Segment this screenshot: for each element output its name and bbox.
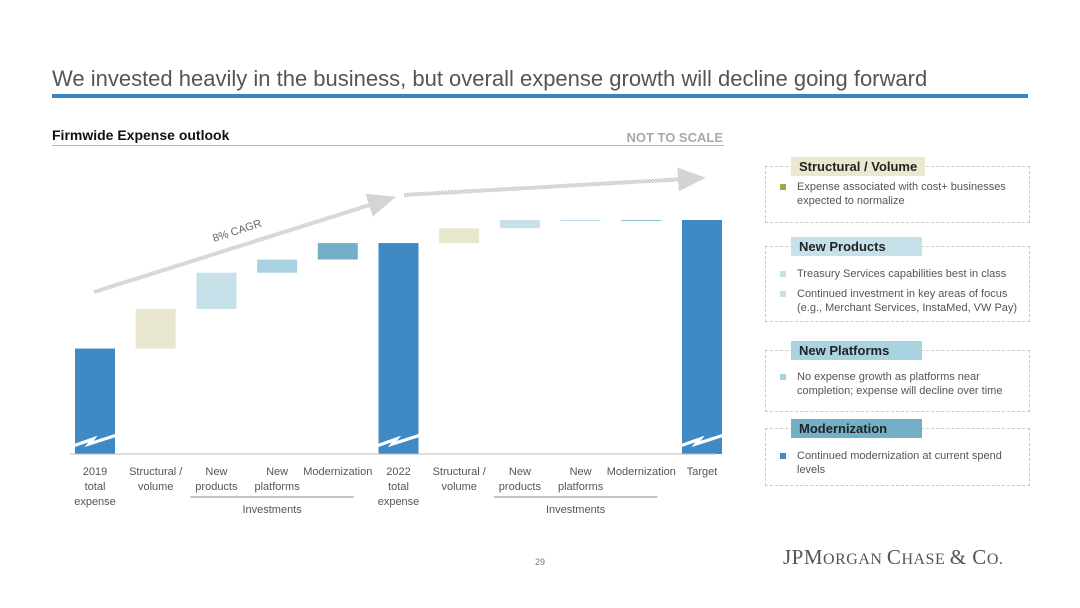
panel-heading: New Platforms (791, 341, 922, 360)
x-tick-label: volume (138, 481, 173, 493)
panel-bullet: Treasury Services capabilities best in c… (780, 267, 1023, 281)
x-tick-label: New (205, 466, 227, 478)
bar-11-total (682, 220, 722, 454)
x-tick-label: volume (441, 481, 476, 493)
x-tick-label: products (499, 481, 542, 493)
investments-group-label: Investments (546, 504, 606, 516)
panel-heading: Structural / Volume (791, 157, 926, 176)
panel-new-products: New Products Treasury Services capabiliti… (765, 237, 1030, 322)
x-tick-label: New (509, 466, 531, 478)
x-tick-label: Modernization (607, 466, 676, 478)
cagr-trend-arrow (93, 193, 396, 294)
panel-new-platforms: New Platforms No expense growth as platfo… (765, 341, 1030, 412)
panel-bullet: Continued investment in key areas of foc… (780, 287, 1023, 315)
bullet-text-line: completion; expense will decline over ti… (797, 385, 1003, 397)
x-tick-label: 2019 (83, 466, 107, 478)
bullet-text-line: expected to normalize (797, 195, 905, 207)
bullet-square-icon (780, 453, 786, 459)
x-tick-label: Structural / (433, 466, 487, 478)
bullet-square-icon (780, 184, 786, 190)
bar-9-new_platforms (560, 220, 601, 221)
axis-break-mark (679, 433, 725, 448)
axis-break-mark (72, 433, 118, 448)
bar-6-total (378, 243, 419, 454)
x-tick-label: total (85, 481, 106, 493)
panel-heading: New Products (791, 237, 922, 256)
bullet-text-line: Expense associated with cost+ businesses (797, 181, 1006, 193)
panel-modernization: Modernization Continued modernization at … (765, 419, 1030, 486)
x-tick-label: Target (687, 466, 718, 478)
x-tick-label: Modernization (303, 466, 372, 478)
bullet-text-line: (e.g., Merchant Services, InstaMed, VW P… (797, 302, 1018, 314)
panel-bullet: Expense associated with cost+ businesses… (780, 180, 1023, 208)
panel-heading: Modernization (791, 419, 922, 438)
investments-group-label: Investments (242, 504, 302, 516)
bullet-text-line: Continued modernization at current spend (797, 450, 1002, 462)
company-logo: JPMORGAN CHASE & CO. (783, 545, 1004, 569)
bullet-text-line: No expense growth as platforms near (797, 371, 980, 383)
chart-subtitle: Firmwide Expense outlook (52, 127, 230, 143)
x-tick-label: total (388, 481, 409, 493)
forward-trend-arrow (403, 167, 706, 197)
panel-bullet: Continued modernization at current spend… (780, 449, 1023, 477)
x-tick-label: New (266, 466, 288, 478)
x-tick-label: expense (378, 496, 420, 508)
panel-structural-volume: Structural / Volume Expense associated wi… (765, 157, 1030, 223)
x-tick-label: platforms (558, 481, 604, 493)
bar-3-new_products (196, 272, 237, 309)
title-underline (52, 94, 1028, 98)
bar-10-modernization (621, 220, 662, 221)
x-tick-label: platforms (254, 481, 300, 493)
bar-7-structural (439, 228, 480, 244)
bullet-text-line: Continued investment in key areas of foc… (797, 288, 1008, 300)
x-tick-label: 2022 (386, 466, 410, 478)
bar-5-modernization (317, 243, 358, 260)
bullet-text-line: Treasury Services capabilities best in c… (797, 268, 1007, 280)
bullet-square-icon (780, 271, 786, 277)
subtitle-rule (52, 145, 724, 146)
bar-4-new_platforms (257, 259, 298, 273)
bullet-square-icon (780, 374, 786, 380)
not-to-scale-note: NOT TO SCALE (626, 130, 723, 145)
x-tick-label: Structural / (129, 466, 183, 478)
panel-bullet: No expense growth as platforms near compl… (780, 370, 1023, 398)
axis-break-mark (375, 433, 421, 448)
bullet-text-line: levels (797, 464, 826, 476)
slide-title: We invested heavily in the business, but… (52, 66, 928, 91)
x-tick-label: New (570, 466, 592, 478)
page-number: 29 (534, 557, 545, 567)
x-tick-label: expense (74, 496, 116, 508)
bar-2-structural (135, 308, 176, 349)
bullet-square-icon (780, 291, 786, 297)
x-tick-label: products (195, 481, 238, 493)
bar-8-new_products (499, 220, 540, 229)
